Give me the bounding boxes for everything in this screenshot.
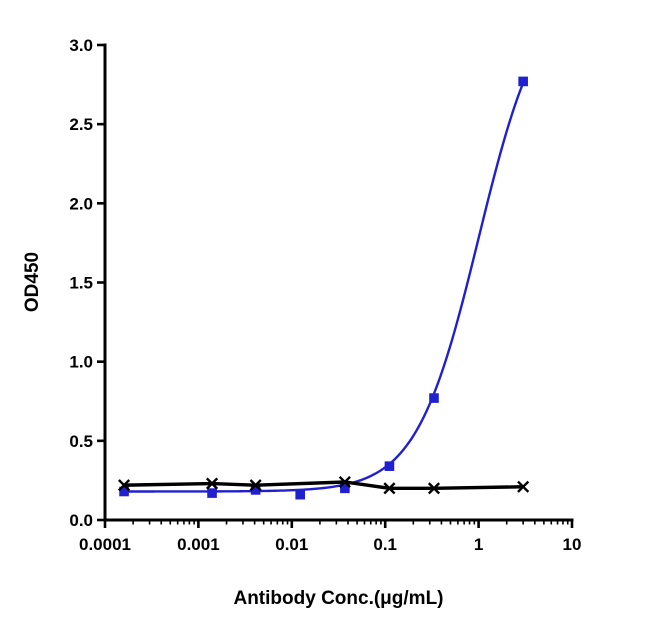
square-marker: [340, 483, 350, 494]
square-marker: [518, 76, 528, 87]
y-tick-label: 2.0: [69, 194, 93, 213]
y-axis-title: OD450: [22, 251, 43, 313]
axes: 0.0001 0.001 0.01 0.1 1 10 0.0 0.5 1.0 1.5 2.0 2.5 3…: [69, 36, 581, 554]
x-marker: [249, 479, 262, 492]
series-antibody: [119, 76, 528, 500]
square-marker: [429, 393, 439, 403]
square-marker: [384, 461, 395, 471]
x-marker: [338, 475, 351, 489]
square-marker: [250, 485, 261, 495]
x-tick-label: 0.001: [177, 535, 220, 554]
x-axis-title: Antibody Conc.(μg/mL): [233, 588, 444, 609]
x-marker: [427, 482, 441, 495]
x-marker: [118, 479, 131, 492]
x-tick-label: 0.01: [275, 535, 308, 554]
x-tick-label: 1: [474, 535, 483, 554]
fit-curve: [124, 82, 525, 493]
square-marker: [119, 486, 129, 497]
x-marker: [517, 480, 530, 493]
x-tick-label: 10: [563, 535, 582, 554]
square-marker: [207, 488, 217, 498]
series-control: [118, 475, 530, 495]
y-tick-label: 0.5: [69, 432, 93, 451]
y-tick-label: 1.0: [69, 353, 93, 372]
y-tick-label: 1.5: [69, 274, 93, 293]
x-marker: [205, 477, 219, 490]
y-tick-label: 2.5: [69, 115, 93, 134]
x-marker: [383, 482, 396, 495]
y-tick-label: 0.0: [69, 511, 93, 530]
x-tick-label: 0.0001: [79, 535, 131, 554]
x-tick-label: 0.1: [373, 535, 397, 554]
y-tick-label: 3.0: [69, 36, 93, 55]
square-marker: [295, 489, 305, 500]
